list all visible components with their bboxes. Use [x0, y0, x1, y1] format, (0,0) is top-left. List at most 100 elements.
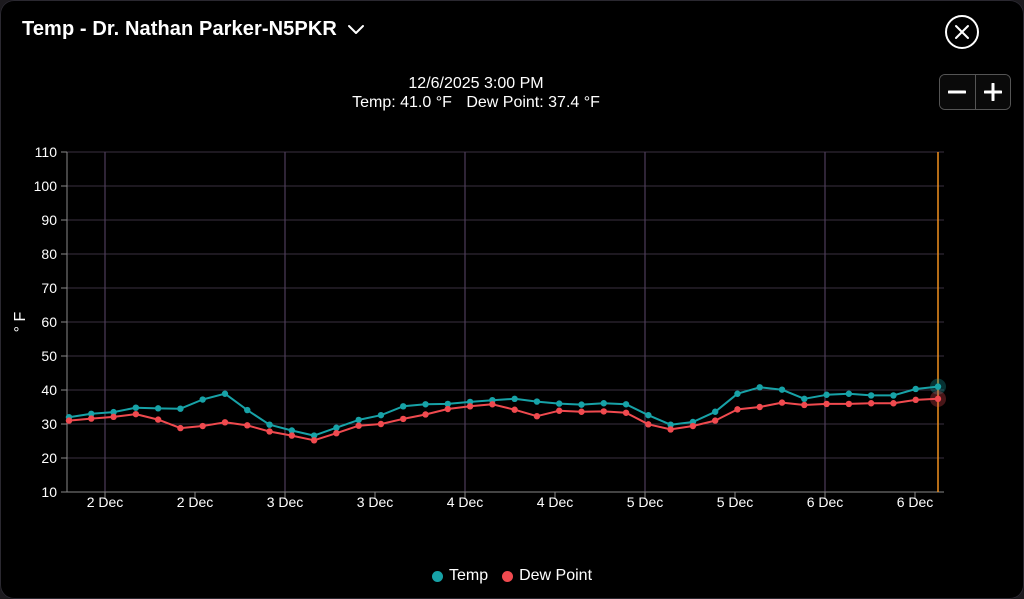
y-tick-label: 20	[41, 450, 57, 466]
y-tick-label: 90	[41, 212, 57, 228]
minus-icon	[948, 90, 967, 94]
y-tick-label: 10	[41, 484, 57, 500]
data-point-dew-point	[266, 428, 273, 435]
legend: Temp Dew Point	[0, 567, 1024, 585]
data-point-temp	[177, 405, 184, 412]
data-point-dew-point	[355, 422, 362, 429]
data-point-temp	[221, 390, 229, 397]
data-point-temp	[355, 416, 362, 424]
readout-dew-point: Dew Point: 37.4 °F	[466, 94, 600, 111]
data-point-dew-point	[199, 422, 206, 430]
data-point-temp	[154, 405, 162, 412]
station-selector[interactable]: Temp - Dr. Nathan Parker-N5PKR	[22, 18, 365, 41]
data-point-dew-point	[622, 409, 630, 416]
y-tick-label: 70	[41, 280, 57, 296]
data-point-temp	[444, 400, 451, 408]
data-point-dew-point	[444, 405, 451, 413]
data-point-temp	[645, 411, 652, 419]
data-point-dew-point	[377, 420, 385, 428]
data-point-dew-point	[556, 407, 563, 414]
data-point-dew-point	[823, 400, 830, 408]
data-point-temp	[88, 410, 95, 417]
x-tick-label: 5 Dec	[627, 494, 664, 510]
data-point-temp	[600, 400, 607, 407]
zoom-in-button[interactable]	[974, 75, 1010, 109]
x-tick-label: 3 Dec	[267, 494, 304, 510]
close-icon	[955, 25, 969, 39]
legend-swatch-dew-point	[502, 570, 514, 582]
data-point-temp	[823, 391, 830, 398]
data-point-temp	[533, 398, 541, 405]
legend-label-temp: Temp	[448, 567, 489, 584]
data-point-temp	[622, 401, 630, 408]
data-point-temp	[400, 403, 407, 410]
x-tick-label: 2 Dec	[177, 494, 214, 510]
data-point-dew-point	[489, 401, 496, 408]
y-tick-label: 50	[41, 348, 57, 364]
data-point-dew-point	[934, 395, 942, 403]
data-point-temp	[199, 396, 206, 403]
data-point-temp	[466, 398, 474, 406]
data-point-temp	[310, 432, 318, 439]
hover-readout: 12/6/2025 3:00 PM Temp: 41.0 °F Dew Poin…	[0, 74, 952, 112]
data-point-temp	[132, 404, 140, 411]
y-tick-label: 80	[41, 246, 57, 262]
data-point-dew-point	[88, 415, 95, 422]
data-point-temp	[756, 384, 763, 391]
data-point-dew-point	[154, 416, 162, 423]
x-tick-label: 6 Dec	[897, 494, 934, 510]
data-point-temp	[778, 386, 786, 393]
data-point-temp	[845, 390, 853, 397]
legend-label-dew-point: Dew Point	[519, 567, 593, 584]
data-point-temp	[288, 427, 296, 434]
legend-item-temp[interactable]: Temp	[431, 567, 489, 585]
data-point-temp	[867, 392, 875, 399]
y-axis-label: ° F	[12, 311, 29, 332]
data-point-dew-point	[511, 406, 518, 413]
chevron-down-icon	[347, 24, 364, 34]
y-tick-label: 100	[34, 178, 58, 194]
data-point-temp	[801, 395, 808, 403]
x-tick-label: 5 Dec	[717, 494, 754, 510]
data-point-dew-point	[689, 422, 697, 430]
data-point-temp	[333, 424, 340, 431]
hover-highlight-temp	[930, 378, 946, 395]
legend-swatch-temp	[431, 570, 443, 582]
data-point-dew-point	[778, 399, 786, 406]
data-point-dew-point	[466, 403, 474, 410]
legend-item-dew-point[interactable]: Dew Point	[502, 567, 592, 585]
data-point-temp	[578, 401, 585, 408]
chart-title: Temp - Dr. Nathan Parker-N5PKR	[22, 18, 337, 40]
data-point-dew-point	[600, 408, 607, 415]
data-point-temp	[244, 406, 251, 414]
data-point-dew-point	[65, 417, 73, 424]
line-chart[interactable]: 10 20 30 40 50 60 70 80 90 100 110 2 Dec 2 Dec 3 Dec 3…	[0, 130, 1024, 550]
data-point-dew-point	[422, 411, 429, 418]
x-tick-label: 4 Dec	[447, 494, 484, 510]
data-point-dew-point	[132, 410, 140, 418]
readout-datetime: 12/6/2025 3:00 PM	[408, 75, 544, 92]
x-tick-label: 6 Dec	[807, 494, 844, 510]
y-tick-label: 30	[41, 416, 57, 432]
plus-icon	[983, 83, 1002, 101]
y-tick-label: 110	[35, 144, 58, 160]
readout-temp: Temp: 41.0 °F	[352, 94, 452, 111]
data-point-dew-point	[244, 422, 251, 429]
series-line-dew-point	[68, 397, 939, 442]
data-point-temp	[422, 401, 429, 408]
data-point-temp	[734, 390, 741, 397]
data-point-dew-point	[867, 400, 875, 407]
data-point-temp	[934, 383, 942, 390]
data-point-dew-point	[912, 396, 919, 404]
data-point-dew-point	[734, 406, 741, 413]
close-button[interactable]	[945, 15, 979, 49]
data-point-dew-point	[845, 400, 853, 408]
zoom-out-button[interactable]	[940, 75, 975, 109]
data-point-temp	[711, 408, 719, 415]
data-point-dew-point	[177, 424, 184, 432]
data-point-dew-point	[288, 432, 296, 439]
data-point-dew-point	[645, 421, 652, 428]
data-point-dew-point	[578, 408, 585, 415]
x-tick-label: 3 Dec	[357, 494, 394, 510]
y-tick-label: 60	[41, 314, 57, 330]
